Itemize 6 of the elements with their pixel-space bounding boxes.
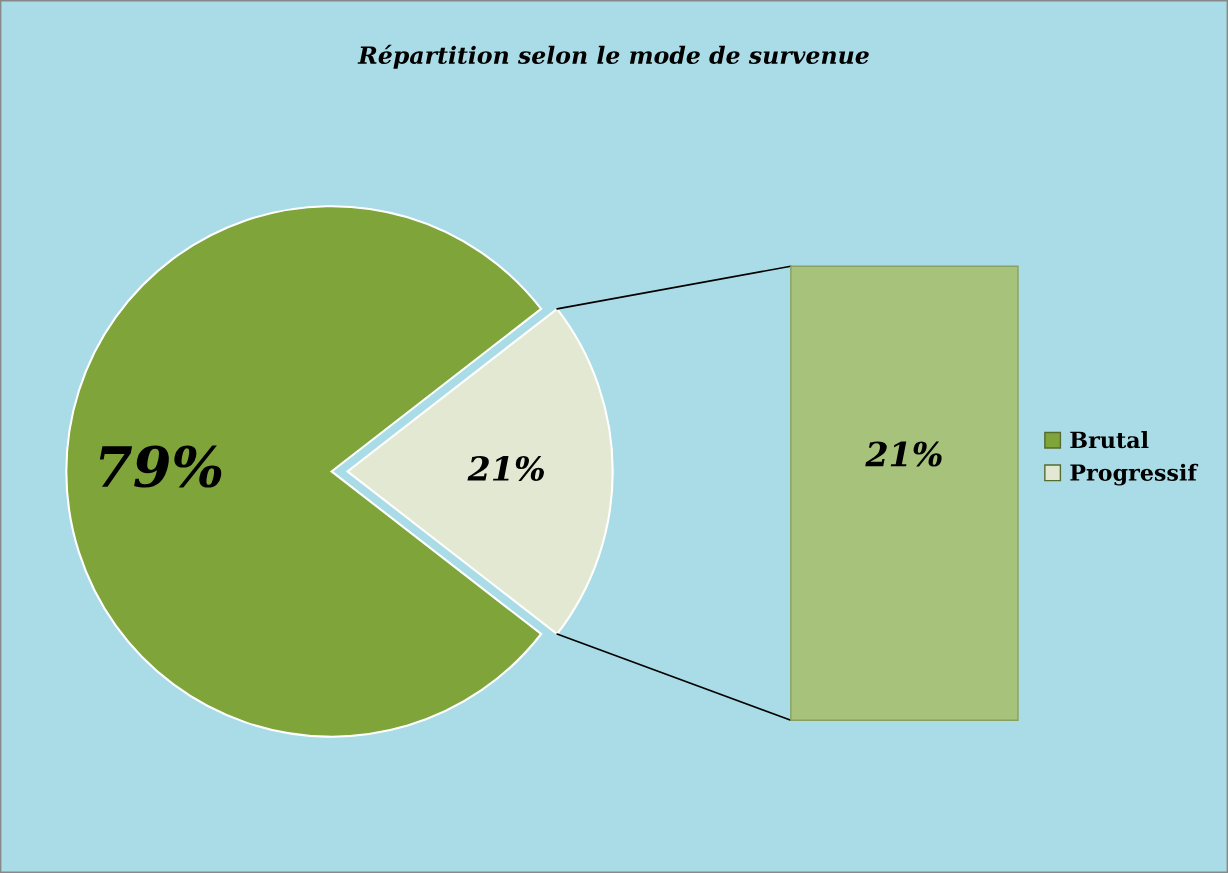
data-label: 21% <box>467 455 544 482</box>
chart-title: Répartition selon le mode de survenue <box>357 44 869 69</box>
text: 21% <box>865 441 942 467</box>
legend-label: Brutal <box>1070 431 1149 449</box>
legend-label: Progressif <box>1070 463 1199 486</box>
data-label: 79% <box>99 445 222 488</box>
